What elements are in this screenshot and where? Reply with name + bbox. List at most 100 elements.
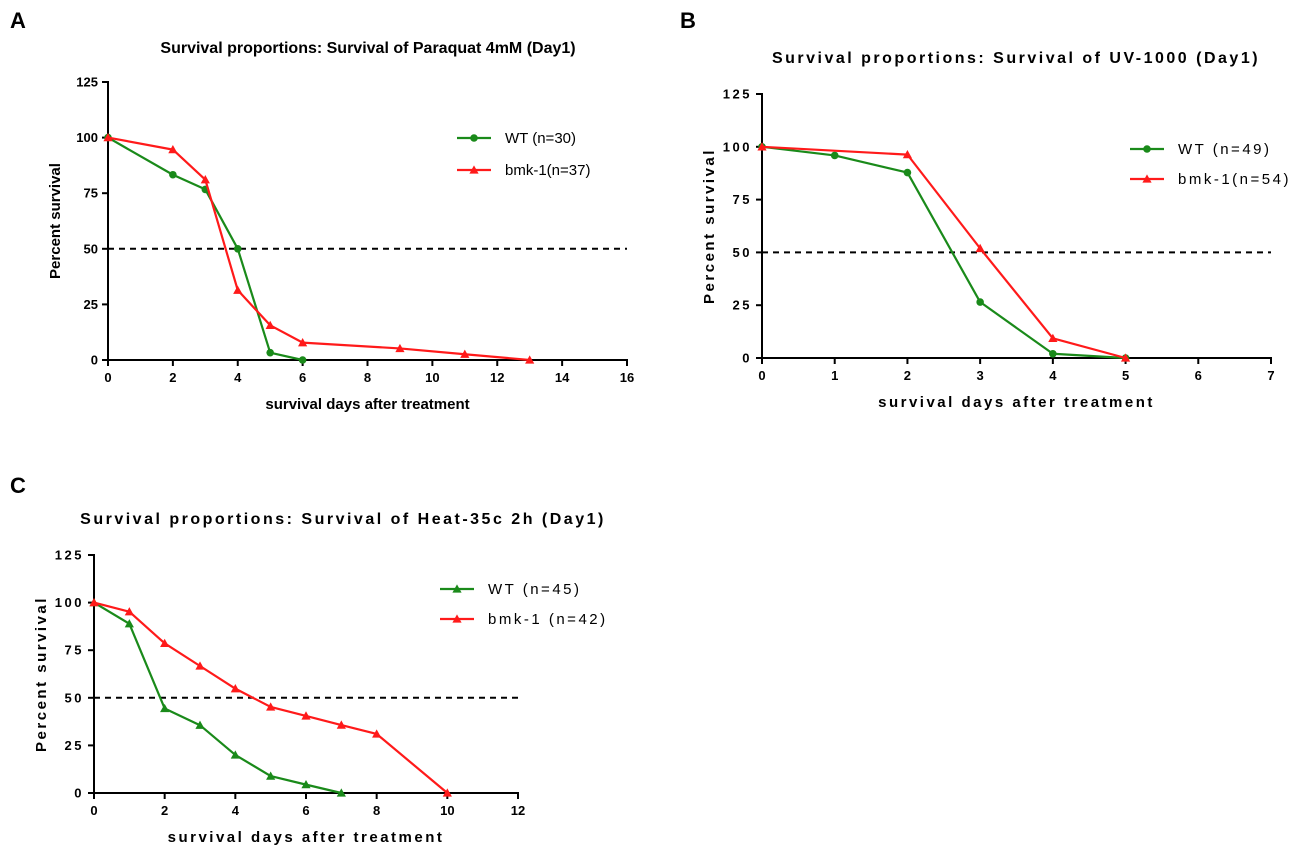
x-tick-label: 6	[299, 370, 306, 385]
data-point	[195, 661, 205, 670]
series-line	[93, 601, 449, 794]
data-point	[301, 711, 311, 720]
data-point	[266, 771, 276, 780]
data-point	[298, 338, 308, 347]
y-tick-label: 0	[742, 351, 752, 366]
chart-title: Survival proportions: Survival of Heat-3…	[80, 511, 606, 528]
data-point	[442, 788, 452, 797]
y-axis-label: Percent survival	[33, 596, 50, 752]
x-tick-label: 0	[758, 368, 765, 383]
legend-entry: bmk-1 (n=42)	[488, 611, 608, 628]
x-tick-label: 14	[555, 370, 570, 385]
legend-entry: WT (n=30)	[505, 130, 576, 147]
y-tick-label: 25	[733, 298, 752, 313]
y-tick-label: 100	[55, 595, 84, 610]
x-tick-label: 12	[511, 803, 525, 818]
x-tick-label: 16	[620, 370, 634, 385]
series-line	[93, 601, 342, 795]
data-point	[1048, 333, 1058, 343]
panel-letter: B	[680, 8, 696, 33]
x-tick-label: 6	[302, 803, 309, 818]
x-tick-label: 10	[440, 803, 454, 818]
x-tick-label: 4	[234, 370, 242, 385]
y-tick-label: 75	[65, 643, 84, 658]
data-point	[757, 142, 767, 151]
x-tick-label: 4	[232, 803, 240, 818]
series-1	[757, 142, 1131, 362]
x-tick-label: 8	[364, 370, 371, 385]
y-tick-label: 25	[84, 297, 98, 312]
data-point	[160, 703, 170, 713]
data-point	[233, 285, 243, 294]
data-point	[460, 349, 470, 358]
x-tick-label: 2	[904, 368, 911, 383]
data-point	[301, 780, 311, 789]
chart-title: Survival proportions: Survival of UV-100…	[772, 50, 1260, 67]
data-point	[89, 598, 99, 607]
legend-entry: WT (n=49)	[1178, 141, 1272, 158]
data-point	[265, 320, 275, 329]
y-axis-label: Percent survival	[701, 148, 718, 304]
x-tick-label: 8	[373, 803, 380, 818]
data-point	[124, 619, 134, 628]
data-point	[525, 355, 535, 364]
y-tick-label: 125	[723, 87, 752, 102]
x-tick-label: 12	[490, 370, 504, 385]
legend-swatch-marker	[469, 165, 479, 174]
data-point	[160, 638, 170, 648]
data-point	[1049, 349, 1057, 358]
data-point	[233, 245, 242, 253]
data-point	[903, 168, 912, 177]
y-tick-label: 125	[55, 548, 84, 563]
y-tick-label: 0	[91, 353, 98, 368]
legend-swatch-marker	[470, 134, 478, 142]
legend-swatch-marker	[452, 584, 462, 593]
legend-entry: WT (n=45)	[488, 581, 582, 598]
x-tick-label: 6	[1195, 368, 1202, 383]
data-point	[169, 170, 177, 179]
chart-panel-a: A Survival proportions: Survival of Paraq…	[10, 8, 634, 413]
data-point	[975, 243, 985, 253]
data-point	[168, 145, 178, 154]
y-tick-label: 75	[84, 186, 98, 201]
legend-swatch-marker	[1142, 174, 1152, 183]
panel-letter: C	[10, 473, 26, 498]
legend-swatch-marker	[1143, 145, 1151, 153]
data-point	[200, 175, 210, 184]
y-axis-label: Percent survival	[47, 163, 64, 279]
series-1	[103, 133, 535, 364]
data-point	[298, 356, 307, 364]
data-point	[230, 684, 240, 693]
y-tick-label: 100	[76, 130, 98, 145]
series-line	[107, 136, 303, 362]
y-tick-label: 50	[733, 245, 752, 260]
x-axis-label: survival days after treatment	[168, 829, 445, 846]
legend-swatch-marker	[452, 614, 462, 623]
y-tick-label: 125	[76, 75, 98, 90]
data-point	[372, 729, 382, 738]
x-axis-label: survival days after treatment	[878, 394, 1155, 411]
y-tick-label: 50	[65, 690, 84, 705]
y-tick-label: 25	[65, 738, 84, 753]
data-point	[976, 298, 984, 306]
chart-panel-b: B Survival proportions: Survival of UV-10…	[680, 8, 1288, 411]
y-tick-label: 75	[733, 192, 752, 207]
data-point	[830, 151, 839, 160]
x-tick-label: 4	[1049, 368, 1057, 383]
x-tick-label: 10	[425, 370, 439, 385]
data-point	[124, 607, 134, 616]
x-tick-label: 7	[1267, 368, 1274, 383]
data-point	[902, 150, 913, 159]
chart-title: Survival proportions: Survival of Paraqu…	[160, 40, 575, 57]
data-point	[230, 750, 240, 759]
data-point	[195, 720, 205, 729]
x-tick-label: 1	[831, 368, 838, 383]
data-point	[395, 343, 405, 353]
y-tick-label: 100	[723, 139, 752, 154]
x-axis-label: survival days after treatment	[265, 396, 469, 413]
panel-letter: A	[10, 8, 26, 33]
data-point	[1120, 353, 1131, 362]
data-point	[266, 702, 276, 711]
x-tick-label: 2	[161, 803, 168, 818]
